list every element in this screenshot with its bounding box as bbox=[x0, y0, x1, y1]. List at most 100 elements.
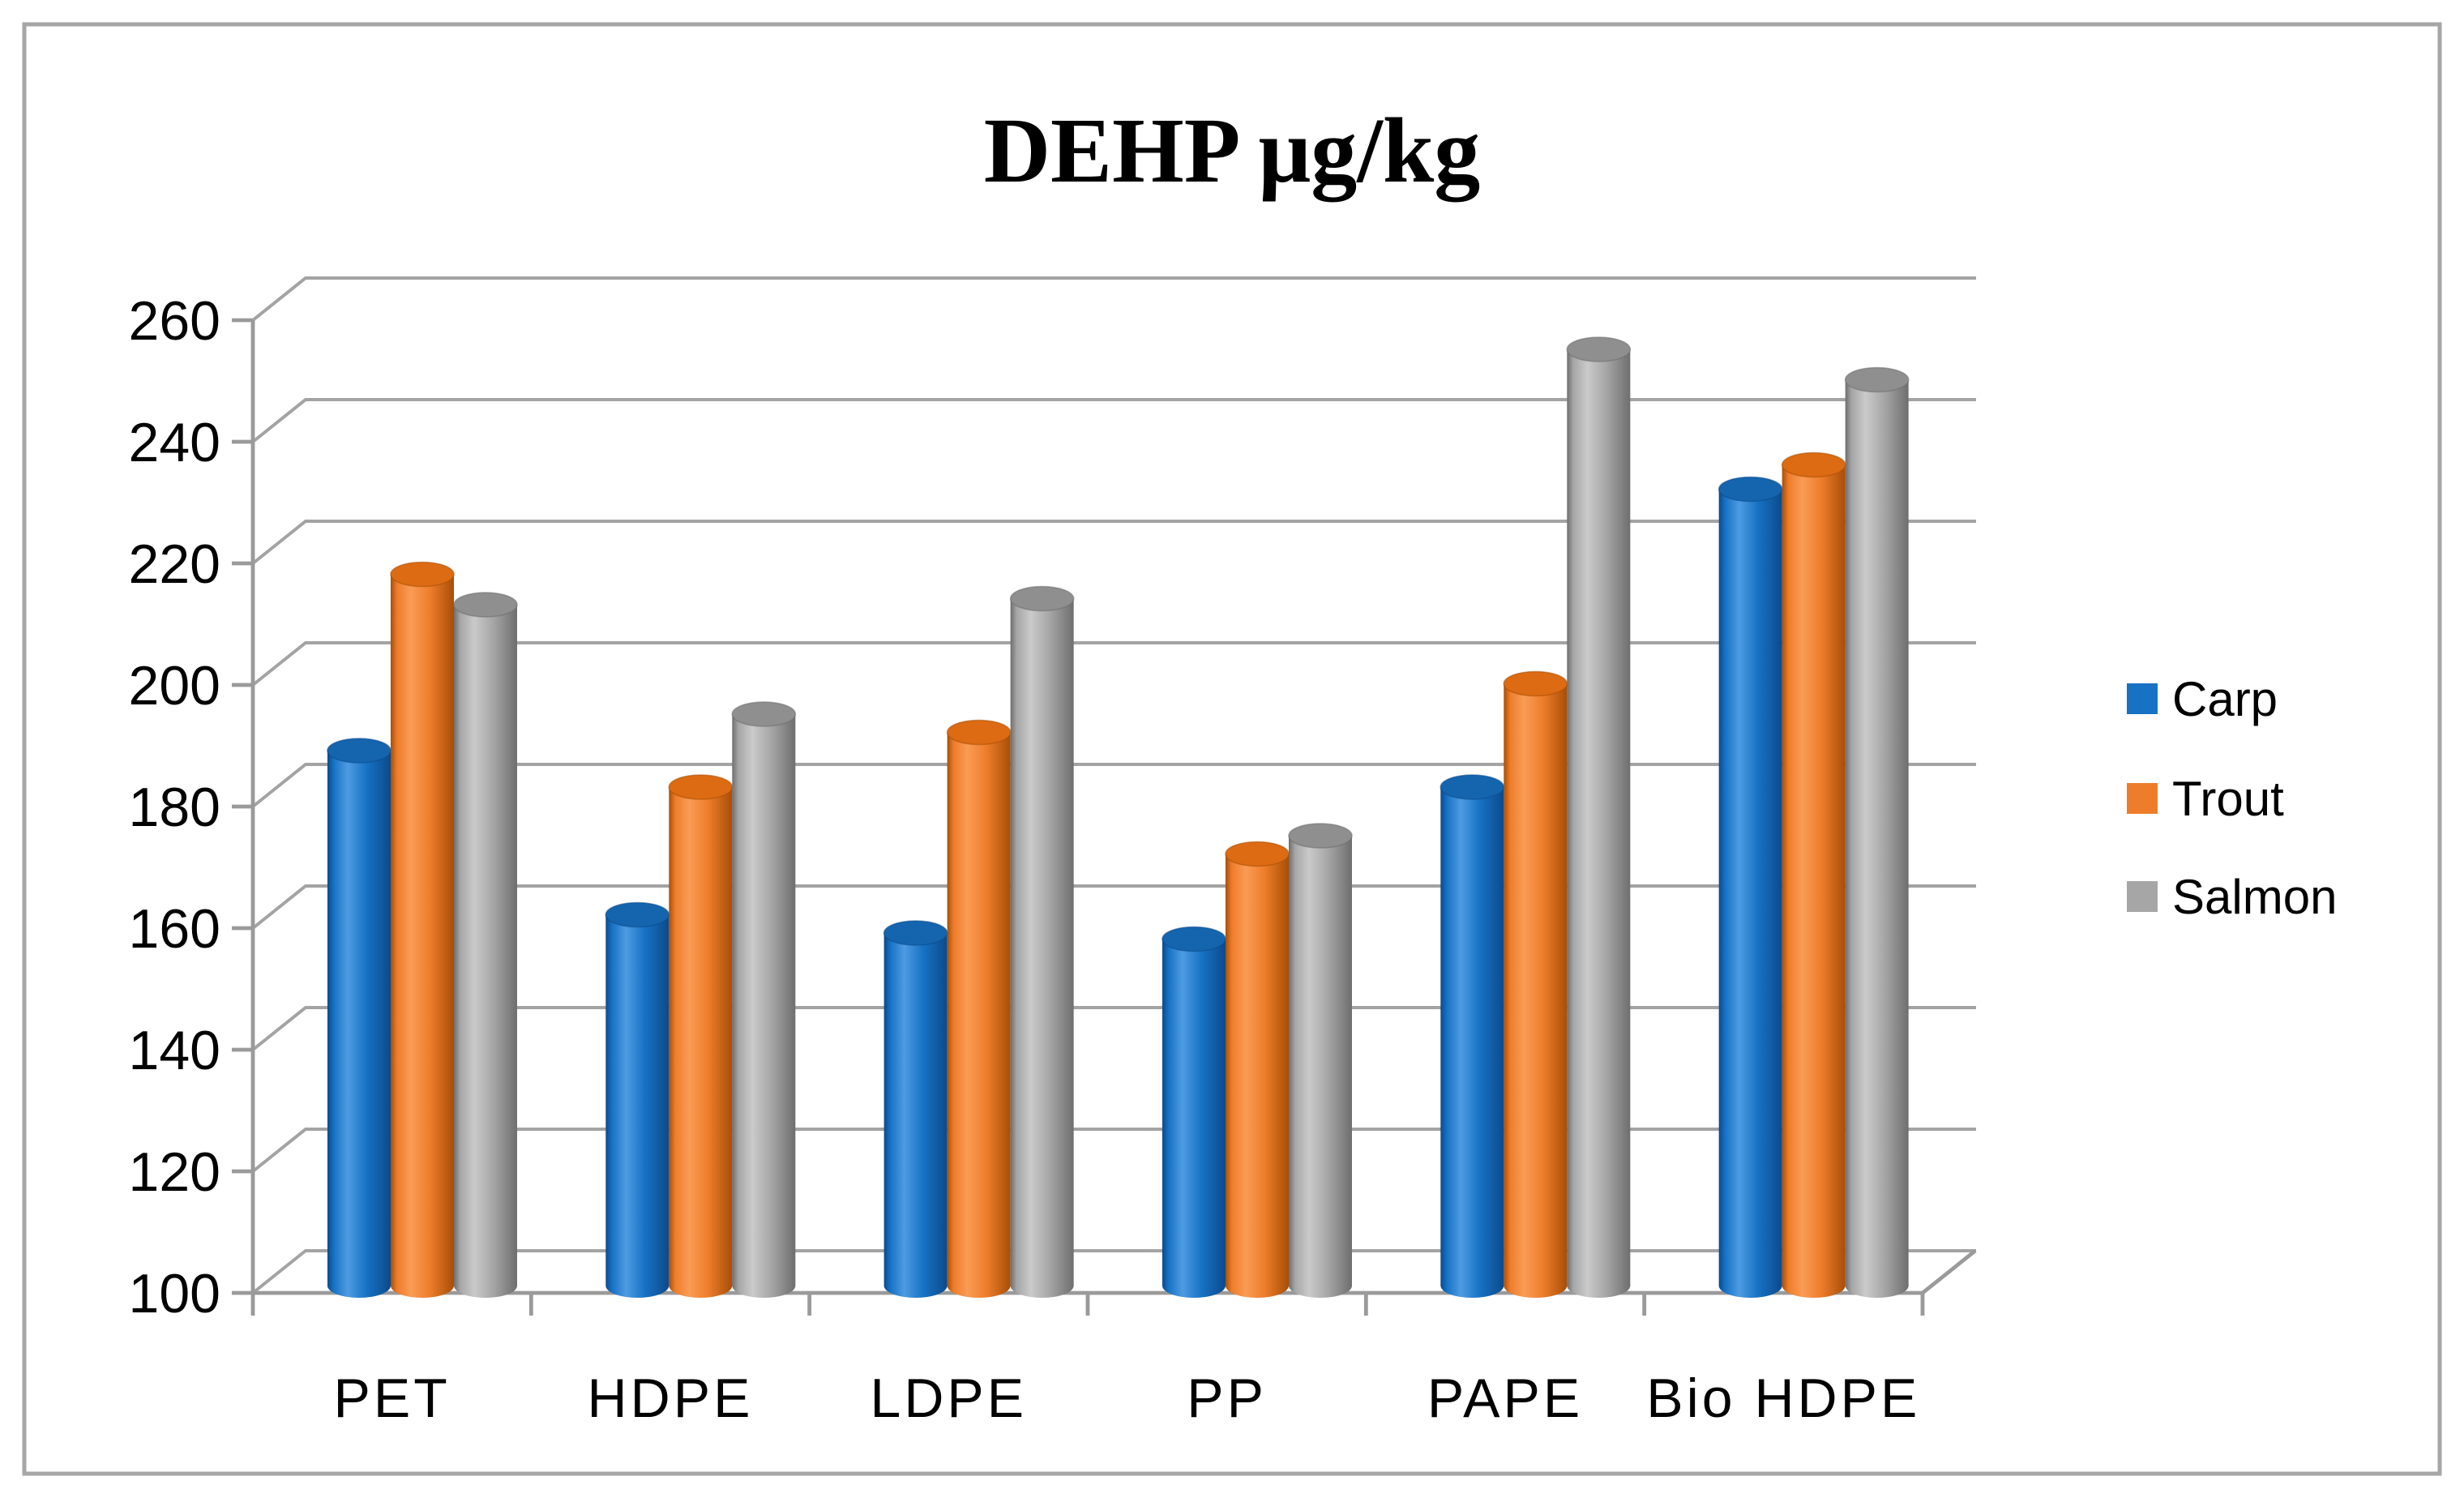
cylinder-bottom-cap bbox=[947, 1273, 1011, 1298]
cylinder-top-cap bbox=[883, 920, 948, 946]
cylinder-trout-pp bbox=[1225, 841, 1290, 1298]
chart-title-group: DEHP μg/kg bbox=[984, 99, 1481, 202]
y-label-200: 200 bbox=[129, 655, 220, 717]
y-label-180: 180 bbox=[129, 777, 220, 838]
cylinder-trout-pape bbox=[1503, 670, 1568, 1298]
axes bbox=[232, 318, 1977, 1316]
x-label-pp: PP bbox=[1187, 1367, 1267, 1429]
cylinder-bottom-cap bbox=[1289, 1273, 1352, 1298]
cylinder-trout-pet bbox=[390, 561, 455, 1298]
cylinder-top-cap bbox=[1503, 670, 1568, 697]
cylinder-bottom-cap bbox=[1440, 1273, 1504, 1298]
cylinder-bottom-cap bbox=[669, 1273, 733, 1298]
cylinder-bottom-cap bbox=[883, 1273, 948, 1298]
cylinder-bottom-cap bbox=[1782, 1273, 1846, 1298]
cylinder-body bbox=[1289, 836, 1352, 1286]
cylinder-body bbox=[1845, 379, 1909, 1286]
cylinder-body bbox=[327, 751, 391, 1286]
legend-swatch-trout bbox=[2127, 783, 2158, 814]
gridline-160 bbox=[251, 884, 1976, 930]
y-label-160: 160 bbox=[129, 898, 220, 960]
cylinder-bottom-cap bbox=[732, 1273, 796, 1298]
gridlines bbox=[251, 276, 1976, 1295]
gridline-100 bbox=[251, 1249, 1976, 1295]
cylinder-salmon-hdpe bbox=[731, 701, 797, 1298]
cylinder-salmon-pet bbox=[453, 592, 518, 1298]
x-label-ldpe: LDPE bbox=[871, 1367, 1028, 1429]
cylinder-carp-hdpe bbox=[605, 901, 670, 1298]
cylinder-top-cap bbox=[1439, 774, 1505, 800]
x-label-hdpe: HDPE bbox=[588, 1367, 754, 1429]
cylinder-top-cap bbox=[1161, 926, 1226, 952]
cylinder-top-cap bbox=[668, 774, 734, 800]
cylinder-body bbox=[454, 605, 517, 1286]
cylinder-body bbox=[605, 914, 669, 1286]
y-label-240: 240 bbox=[129, 412, 220, 473]
cylinder-top-cap bbox=[1288, 823, 1353, 849]
cylinder-body bbox=[1440, 787, 1504, 1286]
cylinder-top-cap bbox=[605, 901, 670, 928]
bars bbox=[327, 336, 1910, 1298]
cylinder-body bbox=[732, 714, 796, 1286]
cylinder-bottom-cap bbox=[1504, 1273, 1568, 1298]
y-label-100: 100 bbox=[129, 1263, 220, 1325]
cylinder-bottom-cap bbox=[1162, 1273, 1226, 1298]
legend-item-trout: Trout bbox=[2127, 772, 2284, 826]
cylinder-body bbox=[1162, 939, 1226, 1286]
cylinder-salmon-ldpe bbox=[1009, 585, 1075, 1298]
cylinder-bottom-cap bbox=[1845, 1273, 1909, 1298]
cylinder-top-cap bbox=[946, 719, 1012, 746]
x-label-pape: PAPE bbox=[1427, 1367, 1583, 1429]
cylinder-top-cap bbox=[1781, 452, 1846, 478]
cylinder-carp-pape bbox=[1439, 774, 1505, 1298]
x-label-bio-hdpe: Bio HDPE bbox=[1646, 1367, 1920, 1429]
legend-item-salmon: Salmon bbox=[2127, 870, 2337, 924]
cylinder-salmon-pape bbox=[1566, 336, 1632, 1298]
gridline-240 bbox=[251, 398, 1976, 443]
y-axis-labels: 260 240 220 200 180 160 140 120 100 bbox=[129, 290, 220, 1325]
chart-title: DEHP μg/kg bbox=[984, 99, 1481, 202]
cylinder-top-cap bbox=[1225, 841, 1290, 867]
cylinder-trout-hdpe bbox=[668, 774, 734, 1298]
cylinder-top-cap bbox=[1009, 585, 1075, 612]
cylinder-trout-bio-hdpe bbox=[1781, 452, 1846, 1298]
y-label-140: 140 bbox=[129, 1020, 220, 1081]
x-label-pet: PET bbox=[334, 1367, 451, 1429]
legend-swatch-salmon bbox=[2127, 881, 2158, 912]
cylinder-body bbox=[1718, 489, 1782, 1286]
cylinder-body bbox=[1226, 854, 1289, 1286]
bar-group-pape bbox=[1439, 336, 1632, 1298]
cylinder-top-cap bbox=[390, 561, 455, 588]
cylinder-top-cap bbox=[1844, 366, 1910, 393]
cylinder-top-cap bbox=[731, 701, 797, 727]
cylinder-carp-bio-hdpe bbox=[1718, 476, 1783, 1298]
cylinder-bottom-cap bbox=[605, 1273, 669, 1298]
legend-swatch-carp bbox=[2127, 683, 2158, 714]
cylinder-top-cap bbox=[1718, 476, 1783, 503]
cylinder-top-cap bbox=[327, 738, 391, 764]
cylinder-bottom-cap bbox=[1718, 1273, 1782, 1298]
cylinder-bottom-cap bbox=[1226, 1273, 1289, 1298]
cylinder-bottom-cap bbox=[327, 1273, 391, 1298]
bar-group-bio-hdpe bbox=[1718, 366, 1910, 1298]
cylinder-body bbox=[1010, 598, 1074, 1286]
cylinder-bottom-cap bbox=[1010, 1273, 1074, 1298]
legend-label-trout: Trout bbox=[2172, 772, 2284, 826]
bar-group-pp bbox=[1161, 823, 1353, 1298]
bar-group-hdpe bbox=[605, 701, 797, 1298]
gridline-220 bbox=[251, 520, 1976, 565]
cylinder-body bbox=[947, 732, 1011, 1286]
cylinder-body bbox=[883, 933, 948, 1286]
cylinder-salmon-pp bbox=[1288, 823, 1353, 1298]
cylinder-bottom-cap bbox=[391, 1273, 454, 1298]
cylinder-body bbox=[669, 787, 733, 1286]
cylinder-bottom-cap bbox=[454, 1273, 517, 1298]
legend-label-carp: Carp bbox=[2172, 672, 2278, 726]
cylinder-trout-ldpe bbox=[946, 719, 1012, 1298]
y-label-260: 260 bbox=[129, 290, 220, 352]
gridline-140 bbox=[251, 1006, 1976, 1051]
cylinder-carp-ldpe bbox=[883, 920, 948, 1298]
legend-label-salmon: Salmon bbox=[2172, 870, 2337, 924]
